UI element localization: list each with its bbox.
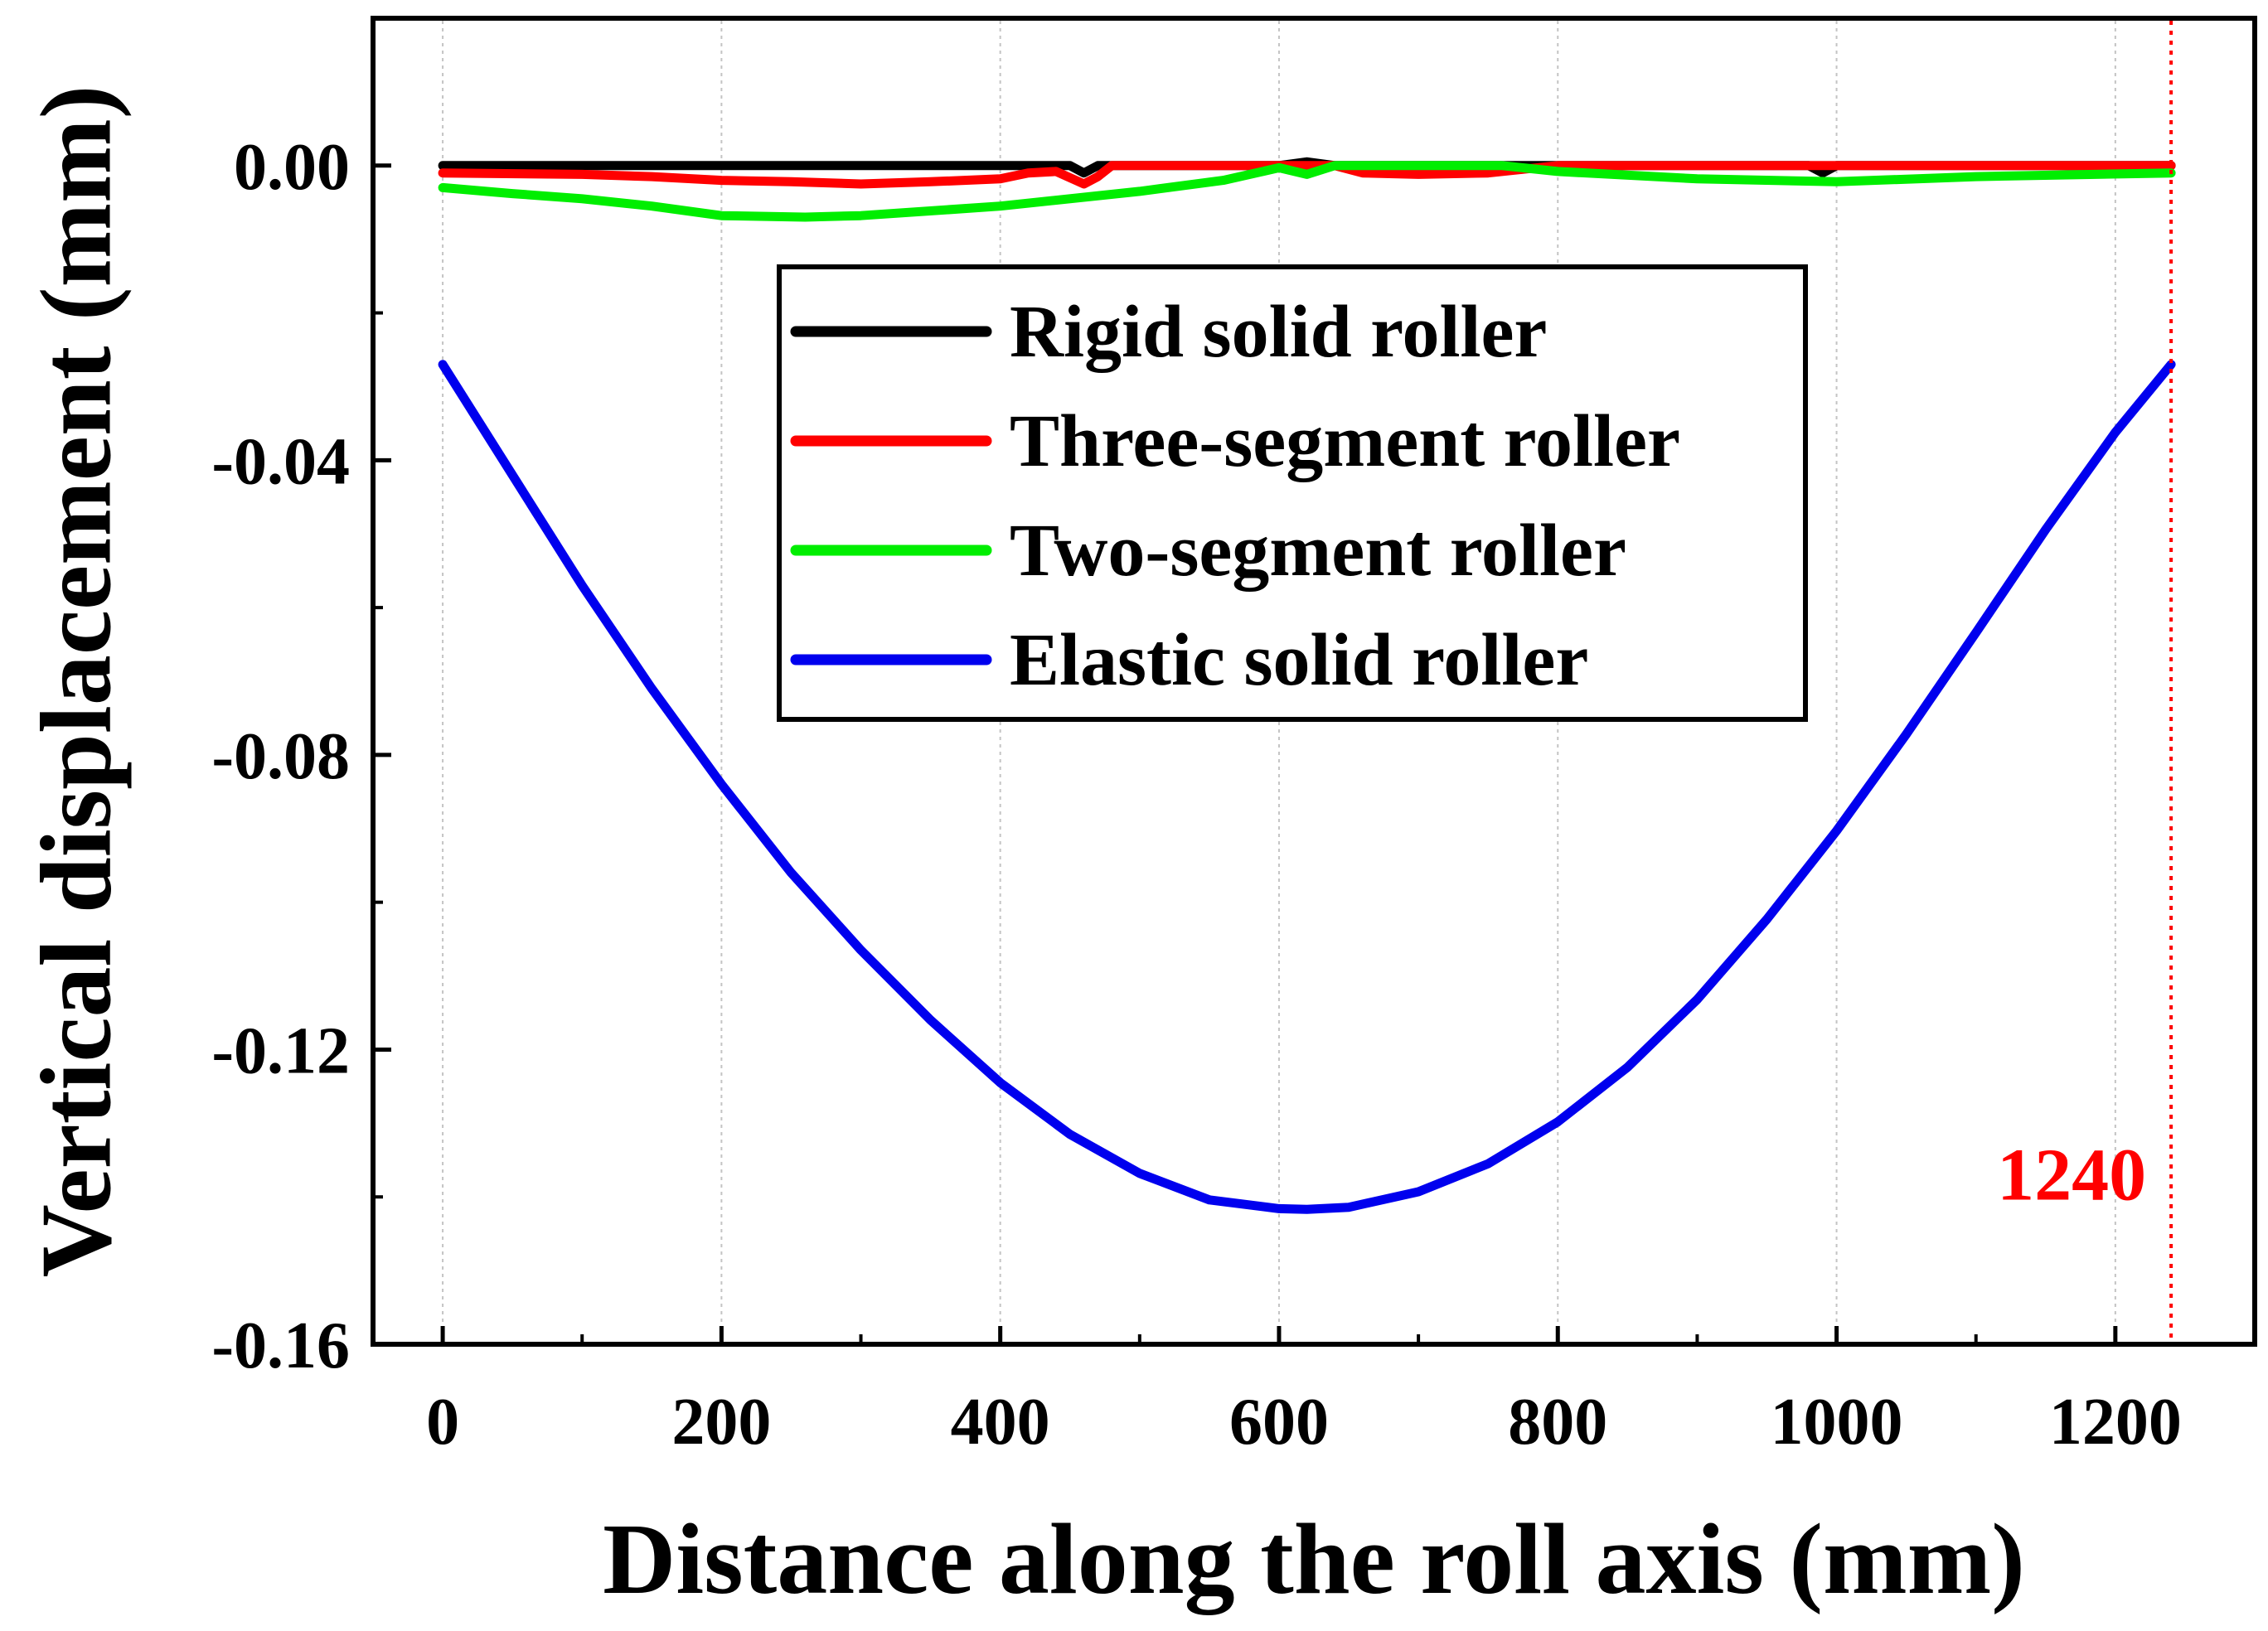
y-tick-label: -0.08 <box>211 720 350 793</box>
x-tick-label: 400 <box>951 1386 1050 1459</box>
series-layer <box>438 157 2176 1214</box>
x-tick-label: 1200 <box>2049 1386 2182 1459</box>
y-axis-title: Vertical displacement (mm) <box>21 85 133 1278</box>
y-tick-label: -0.16 <box>211 1309 350 1382</box>
series-line-elastic-solid-roller <box>438 360 2176 1214</box>
legend-box <box>777 264 1808 722</box>
y-tick-label: 0.00 <box>234 131 350 204</box>
legend-entry-label: Rigid solid roller <box>1010 291 1547 373</box>
x-tick-label: 600 <box>1229 1386 1329 1459</box>
series-line-two-segment-roller <box>438 161 2176 222</box>
axes-layer: 0 200 400 600 800 1000 1200 0.00 -0.04 -0.08 -0.12… <box>211 131 2181 1459</box>
y-tick-label: -0.12 <box>211 1014 350 1087</box>
annotation-layer: 1240 <box>1997 21 2174 1342</box>
legend-entry-label: Elastic solid roller <box>1010 619 1588 701</box>
x-tick-label: 800 <box>1508 1386 1607 1459</box>
x-tick-label: 1000 <box>1771 1386 1903 1459</box>
legend-entry-label: Two-segment roller <box>1010 510 1626 592</box>
x-tick-label: 200 <box>671 1386 771 1459</box>
legend-entry-label: Three-segment roller <box>1010 400 1680 482</box>
plot-frame <box>371 16 2257 1347</box>
legend-layer: Rigid solid roller Three-segment roller Tw… <box>777 264 1808 722</box>
y-tick-label: -0.04 <box>211 425 350 498</box>
x-axis-title: Distance along the roll axis (mm) <box>603 1503 2025 1615</box>
x-tick-label: 0 <box>426 1386 459 1459</box>
series-line-three-segment-roller <box>438 161 2176 189</box>
annotation-label: 1240 <box>1997 1135 2146 1217</box>
